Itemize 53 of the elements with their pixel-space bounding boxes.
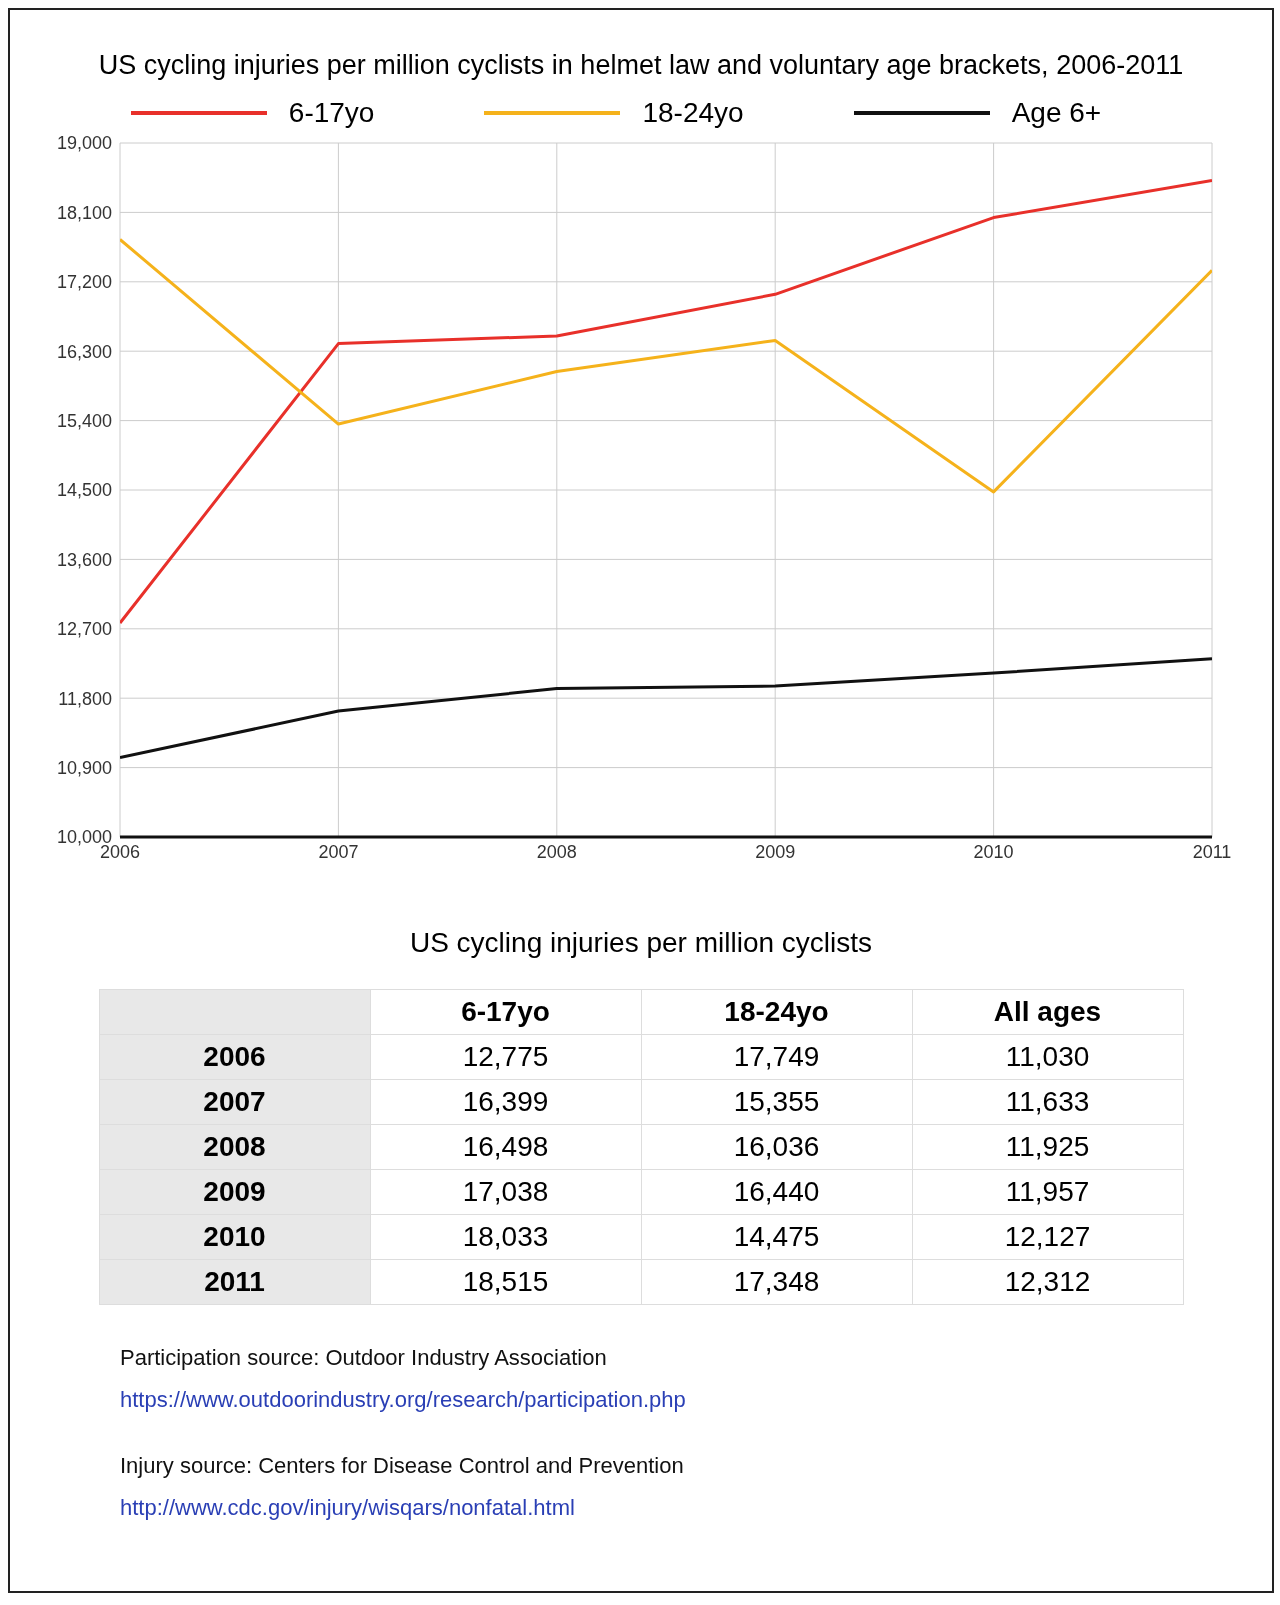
line-series: [120, 237, 1212, 494]
data-label: 17,038: [370, 1169, 641, 1215]
y-tick-label: 18,100: [56, 202, 112, 223]
y-tick-label: 17,200: [56, 272, 112, 293]
legend-label: 18-24yo: [642, 97, 744, 129]
data-label: 15,355: [641, 1079, 912, 1125]
data-label: 14,475: [641, 1214, 912, 1260]
data-label: 11,633: [912, 1079, 1183, 1125]
data-label: 16,498: [370, 1124, 641, 1170]
text: Injury source: Centers for Disease Control and Prevention: [120, 1453, 685, 1479]
data-label: 18,033: [370, 1214, 641, 1260]
x-tick-label: 2009: [755, 841, 796, 862]
y-tick-label: 11,800: [58, 688, 112, 709]
y-tick-label: 16,300: [56, 341, 112, 362]
text: https://www.outdoorindustry.org/research/participation.php: [120, 1387, 687, 1413]
data-label: 17,749: [641, 1034, 912, 1080]
y-tick-label: 2010: [99, 1214, 370, 1260]
data-label: 18,515: [370, 1259, 641, 1305]
line-series: [120, 178, 1212, 625]
y-tick-label: 14,500: [56, 480, 112, 501]
y-tick-label: 2008: [99, 1124, 370, 1170]
data-label: 16,399: [370, 1079, 641, 1125]
y-tick-label: 15,400: [56, 410, 112, 431]
x-tick-label: 2010: [973, 841, 1014, 862]
x-tick-label: All ages: [912, 989, 1183, 1035]
data-label: 11,957: [912, 1169, 1183, 1215]
y-tick-label: 2011: [99, 1259, 370, 1305]
legend-label: Age 6+: [1011, 97, 1102, 129]
y-tick-label: 10,900: [56, 757, 112, 778]
data-label: 12,127: [912, 1214, 1183, 1260]
chart-title: US cycling injuries per million cyclists in helmet law and voluntary age brackets, 2006-2011: [97, 50, 1185, 81]
data-label: 17,348: [641, 1259, 912, 1305]
line-series: [120, 657, 1212, 760]
chart-title: US cycling injuries per million cyclists: [408, 927, 874, 959]
y-tick-label: 12,700: [56, 619, 112, 640]
x-tick-label: 18-24yo: [641, 989, 912, 1035]
x-tick-label: 6-17yo: [370, 989, 641, 1035]
data-label: 11,030: [912, 1034, 1183, 1080]
text: Participation source: Outdoor Industry Association: [120, 1345, 608, 1371]
y-tick-label: 2007: [99, 1079, 370, 1125]
data-label: 11,925: [912, 1124, 1183, 1170]
data-label: 12,312: [912, 1259, 1183, 1305]
y-tick-label: 19,000: [56, 133, 112, 154]
text: http://www.cdc.gov/injury/wisqars/nonfatal.html: [120, 1495, 576, 1521]
y-tick-label: 2006: [99, 1034, 370, 1080]
legend-label: 6-17yo: [288, 97, 375, 129]
data-label: 16,440: [641, 1169, 912, 1215]
data-label: 16,036: [641, 1124, 912, 1170]
y-tick-label: 2009: [99, 1169, 370, 1215]
data-label: 12,775: [370, 1034, 641, 1080]
x-tick-label: 2008: [536, 841, 577, 862]
x-tick-label: 2011: [1192, 841, 1232, 862]
y-tick-label: 13,600: [56, 549, 112, 570]
